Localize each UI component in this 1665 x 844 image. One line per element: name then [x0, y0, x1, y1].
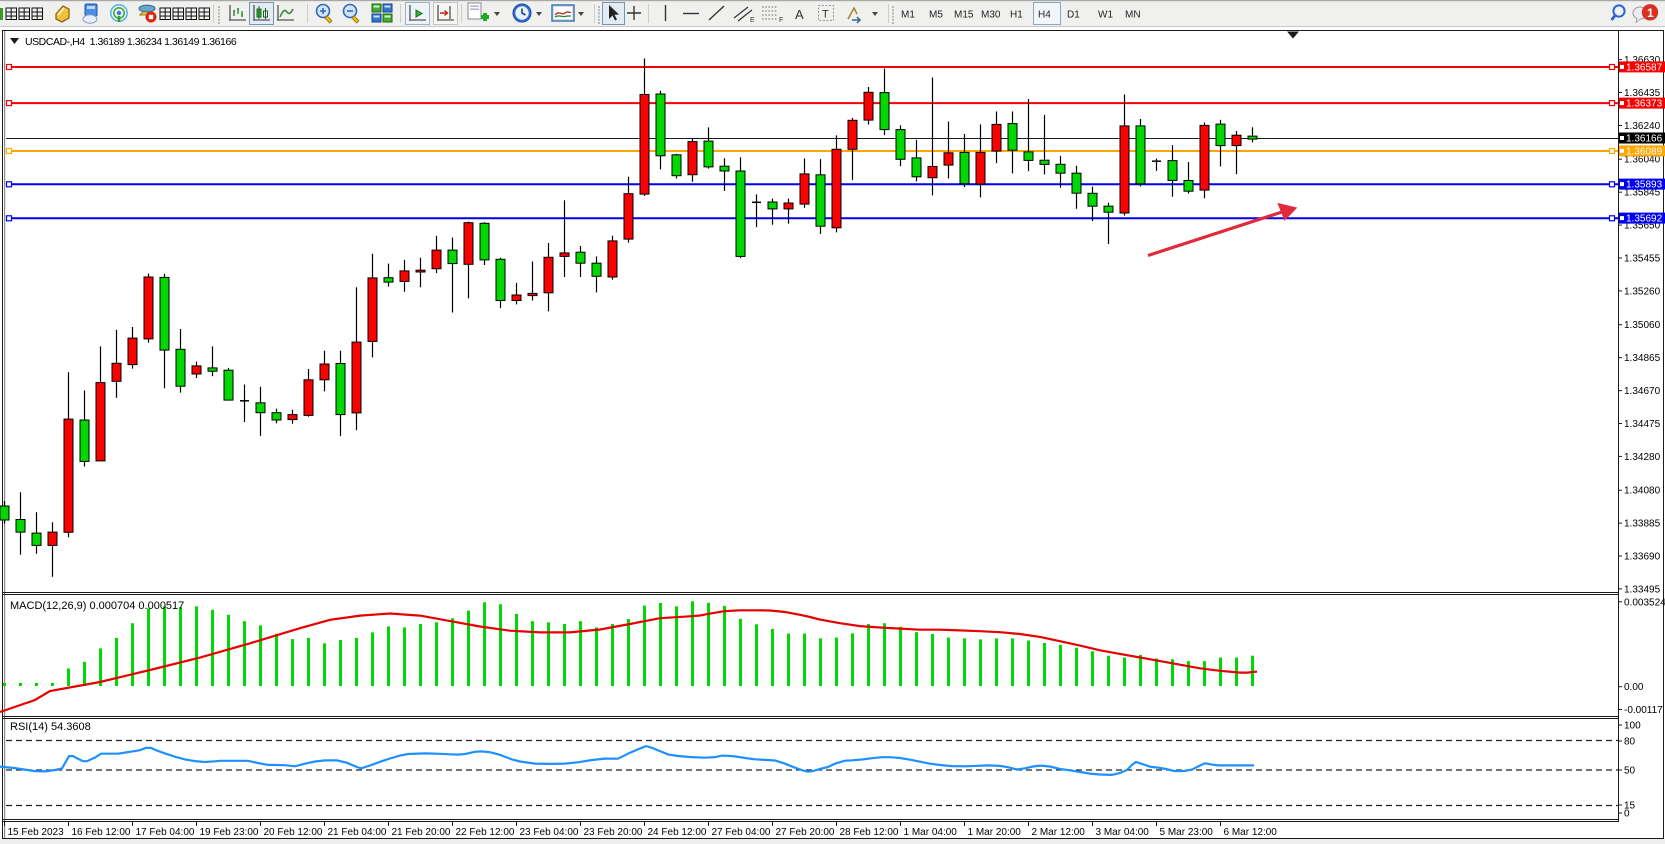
svg-text:USDCAD-,H4 1.36189 1.36234 1.: USDCAD-,H4 1.36189 1.36234 1.36149 1.361…: [25, 36, 237, 48]
svg-text:H1: H1: [1010, 10, 1023, 21]
svg-text:1: 1: [1647, 6, 1654, 20]
svg-text:27 Feb 20:00: 27 Feb 20:00: [776, 827, 835, 838]
svg-text:21 Feb 20:00: 21 Feb 20:00: [392, 827, 451, 838]
svg-text:MACD(12,26,9) 0.000704 0.00051: MACD(12,26,9) 0.000704 0.000517: [10, 600, 184, 612]
svg-text:M15: M15: [954, 10, 974, 21]
svg-text:0.003524: 0.003524: [1624, 597, 1665, 608]
svg-text:E: E: [750, 17, 755, 24]
svg-text:-0.00117: -0.00117: [1624, 705, 1663, 716]
svg-text:20 Feb 12:00: 20 Feb 12:00: [264, 827, 323, 838]
svg-text:M5: M5: [929, 10, 943, 21]
svg-text:0: 0: [1624, 809, 1630, 820]
svg-text:H4: H4: [1038, 10, 1051, 21]
svg-text:28 Feb 12:00: 28 Feb 12:00: [840, 827, 899, 838]
svg-text:1.36373: 1.36373: [1626, 99, 1663, 110]
svg-text:1.36240: 1.36240: [1624, 121, 1661, 132]
svg-text:1.35260: 1.35260: [1624, 286, 1661, 297]
svg-text:21 Feb 04:00: 21 Feb 04:00: [328, 827, 387, 838]
svg-text:0.00: 0.00: [1624, 682, 1644, 693]
svg-text:50: 50: [1624, 766, 1636, 777]
svg-text:23 Feb 20:00: 23 Feb 20:00: [584, 827, 643, 838]
svg-text:16 Feb 12:00: 16 Feb 12:00: [72, 827, 131, 838]
svg-text:1.33495: 1.33495: [1624, 584, 1661, 595]
svg-text:1.36089: 1.36089: [1626, 146, 1663, 157]
svg-text:2 Mar 12:00: 2 Mar 12:00: [1032, 827, 1086, 838]
svg-text:1.34280: 1.34280: [1624, 452, 1661, 463]
svg-text:6 Mar 12:00: 6 Mar 12:00: [1224, 827, 1278, 838]
svg-text:MN: MN: [1125, 10, 1141, 21]
svg-text:M1: M1: [901, 10, 915, 21]
svg-text:5 Mar 23:00: 5 Mar 23:00: [1160, 827, 1214, 838]
svg-text:3 Mar 04:00: 3 Mar 04:00: [1096, 827, 1150, 838]
svg-text:W1: W1: [1098, 10, 1113, 21]
svg-text:1.34475: 1.34475: [1624, 419, 1661, 430]
svg-text:A: A: [795, 7, 804, 22]
svg-text:F: F: [779, 17, 783, 24]
svg-text:27 Feb 04:00: 27 Feb 04:00: [712, 827, 771, 838]
svg-text:1.34080: 1.34080: [1624, 486, 1661, 497]
svg-text:1.33885: 1.33885: [1624, 519, 1661, 530]
svg-text:1.35455: 1.35455: [1624, 254, 1661, 265]
svg-text:1.36166: 1.36166: [1626, 134, 1663, 145]
svg-text:1.35893: 1.35893: [1626, 180, 1663, 191]
svg-text:1.34865: 1.34865: [1624, 353, 1661, 364]
svg-text:1.36435: 1.36435: [1624, 88, 1661, 99]
svg-text:D1: D1: [1067, 10, 1080, 21]
svg-text:1.36587: 1.36587: [1626, 62, 1663, 73]
svg-text:1 Mar 20:00: 1 Mar 20:00: [968, 827, 1022, 838]
svg-text:1.35060: 1.35060: [1624, 320, 1661, 331]
svg-text:1.35692: 1.35692: [1626, 214, 1663, 225]
svg-text:1.33690: 1.33690: [1624, 552, 1661, 563]
svg-text:15 Feb 2023: 15 Feb 2023: [8, 827, 65, 838]
svg-text:1.35650: 1.35650: [1624, 221, 1661, 232]
svg-text:T: T: [822, 9, 829, 21]
svg-text:22 Feb 12:00: 22 Feb 12:00: [456, 827, 515, 838]
svg-text:RSI(14) 54.3608: RSI(14) 54.3608: [10, 721, 91, 733]
svg-text:24 Feb 12:00: 24 Feb 12:00: [648, 827, 707, 838]
svg-text:17 Feb 04:00: 17 Feb 04:00: [136, 827, 195, 838]
svg-text:19 Feb 23:00: 19 Feb 23:00: [200, 827, 259, 838]
svg-text:1.36630: 1.36630: [1624, 55, 1661, 66]
svg-text:80: 80: [1624, 737, 1636, 748]
svg-text:1.35845: 1.35845: [1624, 188, 1661, 199]
svg-text:1 Mar 04:00: 1 Mar 04:00: [904, 827, 958, 838]
svg-text:1.36040: 1.36040: [1624, 155, 1661, 166]
svg-text:1.34670: 1.34670: [1624, 386, 1661, 397]
svg-text:15: 15: [1624, 801, 1636, 812]
svg-text:23 Feb 04:00: 23 Feb 04:00: [520, 827, 579, 838]
svg-text:100: 100: [1624, 721, 1641, 732]
svg-text:M30: M30: [981, 10, 1001, 21]
